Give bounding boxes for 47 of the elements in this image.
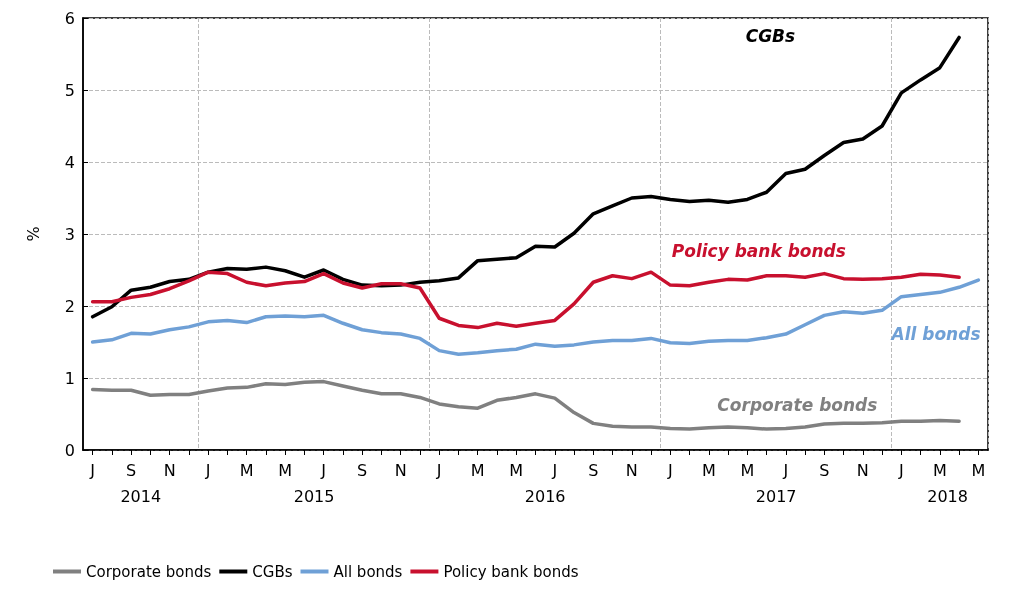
- line-series: [90, 379, 961, 431]
- legend-label: CGBs: [252, 562, 293, 581]
- x-tick-label: S: [357, 460, 368, 480]
- x-tick-label: J: [204, 460, 211, 480]
- x-tick-label: N: [394, 460, 407, 480]
- x-tick-label: M: [239, 460, 254, 480]
- y-tick-label: 0: [64, 440, 75, 460]
- y-tick-label: 4: [64, 152, 75, 172]
- x-tick-label: M: [509, 460, 524, 480]
- line-series: [90, 278, 981, 356]
- y-tick-label: 3: [64, 224, 75, 244]
- text: 2018: [927, 486, 968, 506]
- x-tick-label: J: [666, 460, 673, 480]
- legend-label: All bonds: [333, 562, 403, 581]
- x-tick-label: M: [278, 460, 293, 480]
- x-tick-label: M: [971, 460, 986, 480]
- annotation: All bonds: [889, 324, 981, 345]
- x-tick-label: N: [625, 460, 638, 480]
- x-tick-label: M: [740, 460, 755, 480]
- x-tick-label: J: [89, 460, 95, 480]
- x-tick-label: J: [435, 460, 442, 480]
- legend-label: Policy bank bonds: [443, 562, 579, 581]
- x-tick-label: M: [932, 460, 947, 480]
- x-tick-label: N: [163, 460, 176, 480]
- text: 2015: [293, 486, 335, 506]
- y-axis-title: %: [23, 226, 43, 242]
- x-tick-label: J: [320, 460, 327, 480]
- x-tick-label: J: [782, 460, 789, 480]
- annotation: Policy bank bonds: [671, 240, 846, 261]
- x-tick-label: M: [470, 460, 485, 480]
- x-tick-label: S: [126, 460, 137, 480]
- annotation: Corporate bonds: [717, 395, 878, 416]
- y-tick-label: 1: [64, 368, 75, 388]
- legend-label: Corporate bonds: [86, 562, 212, 581]
- text: 2017: [755, 486, 797, 506]
- annotation: CGBs: [745, 26, 796, 46]
- x-tick-label: S: [588, 460, 599, 480]
- y-tick-label: 2: [64, 296, 75, 316]
- text: 2016: [524, 486, 566, 506]
- text: 2014: [120, 486, 162, 506]
- x-tick-label: J: [551, 460, 558, 480]
- x-tick-label: J: [897, 460, 904, 480]
- x-tick-label: M: [701, 460, 716, 480]
- y-tick-label: 6: [64, 8, 75, 28]
- y-tick-label: 5: [64, 80, 75, 100]
- x-tick-label: S: [819, 460, 830, 480]
- x-tick-label: N: [856, 460, 869, 480]
